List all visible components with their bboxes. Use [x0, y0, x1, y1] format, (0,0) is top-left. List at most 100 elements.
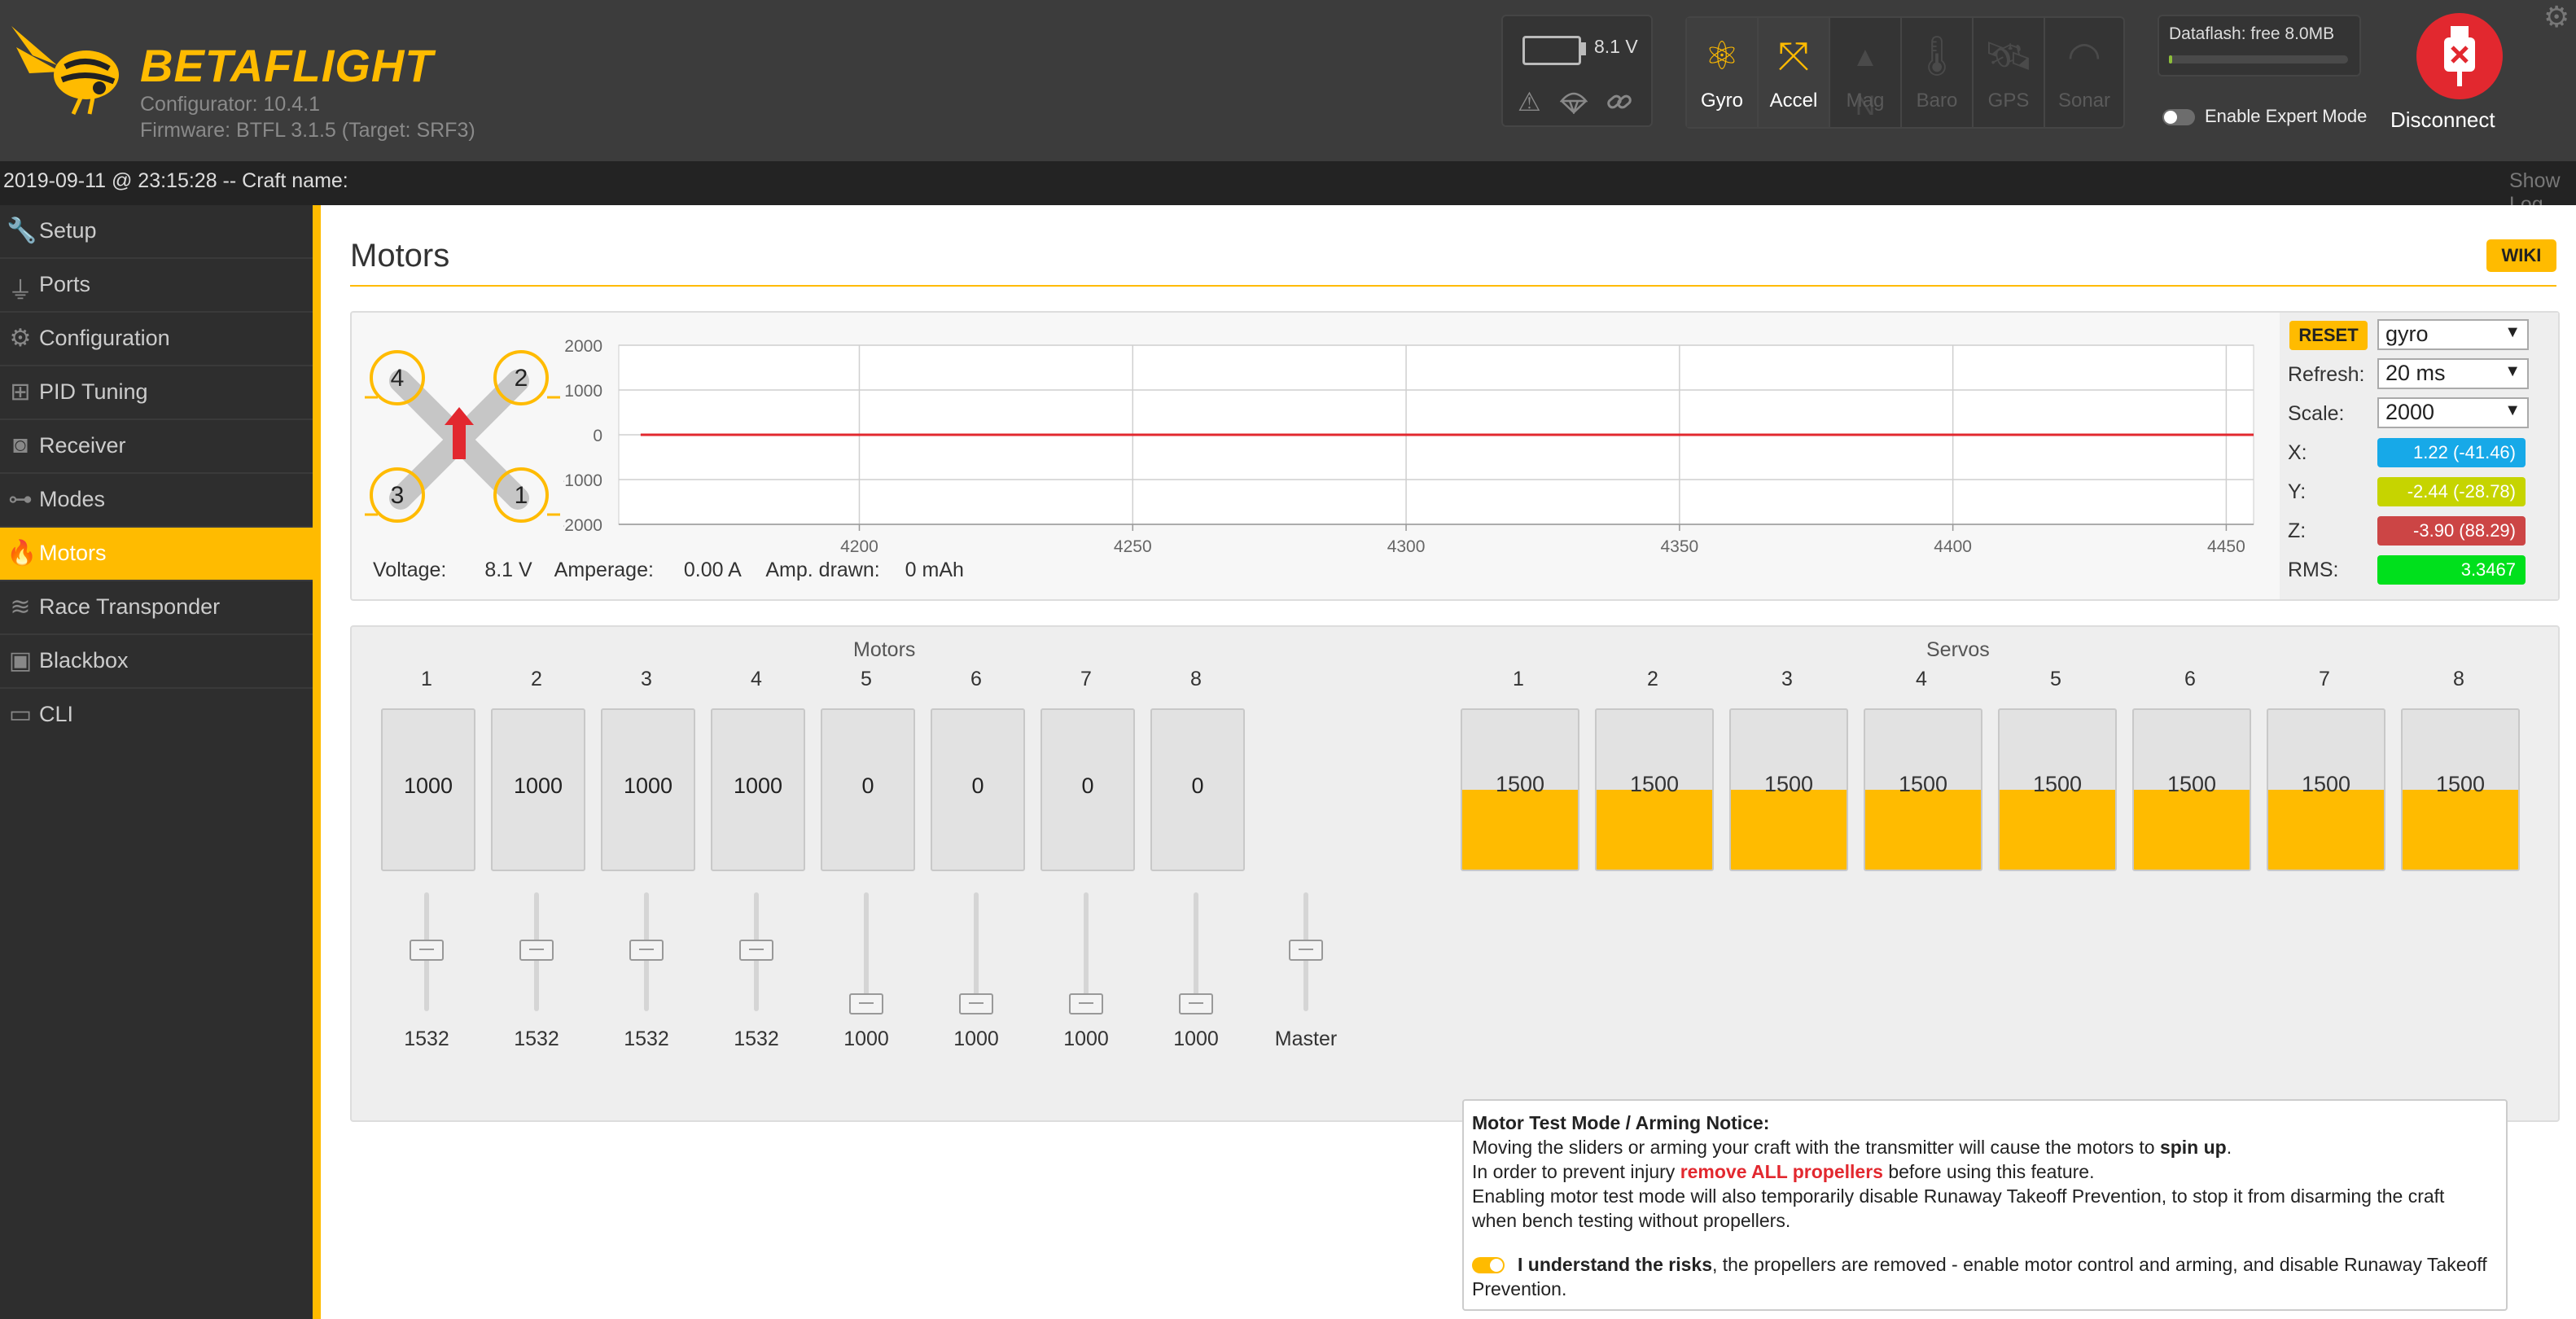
- reset-button[interactable]: RESET: [2289, 321, 2368, 350]
- motor-slider-thumb[interactable]: [849, 993, 883, 1014]
- dataflash-label: Dataflash: free 8.0MB: [2169, 24, 2335, 43]
- motor-slider-value: 1532: [514, 1028, 559, 1050]
- chevron-down-icon: ▼: [2504, 362, 2521, 380]
- x-axis-value: 1.22 (-41.46): [2377, 438, 2526, 467]
- sidebar-item-configuration[interactable]: ⚙ Configuration: [0, 313, 313, 366]
- motor-test-mode-toggle[interactable]: [1472, 1257, 1505, 1273]
- motor-slider-value: 1000: [1173, 1028, 1219, 1050]
- sidebar-item-pid-tuning[interactable]: ⊞ PID Tuning: [0, 366, 313, 420]
- servo-output-box: 1500: [1729, 708, 1848, 871]
- sensor-sonar: ◠ Sonar: [2045, 18, 2123, 127]
- sensor-baro: 🌡 Baro: [1902, 18, 1974, 127]
- servo-output-box: 1500: [2267, 708, 2385, 871]
- status-bar: 2019-09-11 @ 23:15:28 -- Craft name: Sho…: [0, 161, 2576, 216]
- servo-output-value: 1500: [1763, 772, 1814, 796]
- refresh-select[interactable]: 20 ms ▼: [2377, 358, 2529, 389]
- motor-slider[interactable]: [1194, 892, 1198, 1011]
- servo-output-fill: [1865, 790, 1981, 870]
- sidebar-item-label: PID Tuning: [39, 379, 148, 404]
- amperage-label: Amperage:: [554, 559, 654, 581]
- graph-controls: RESET gyro ▼ Refresh: 20 ms ▼ Scale: 200…: [2280, 313, 2558, 599]
- wiki-button[interactable]: WIKI: [2486, 239, 2556, 272]
- amp-drawn-label: Amp. drawn:: [765, 559, 880, 581]
- notice-acknowledge-text: I understand the risks, the propellers a…: [1518, 1254, 2487, 1275]
- motor-slider[interactable]: [864, 892, 869, 1011]
- sidebar-item-cli[interactable]: ▭ CLI: [0, 689, 313, 741]
- sensor-gyro: ⚛ Gyro: [1687, 18, 1759, 127]
- motor-output-value: 0: [861, 773, 874, 798]
- sidebar-item-race-transponder[interactable]: ≋ Race Transponder: [0, 581, 313, 635]
- sitemap-icon: ⊞: [10, 379, 31, 405]
- motor-number: 2: [531, 668, 542, 690]
- motor-output-box: 1000: [601, 708, 695, 871]
- sidebar-item-label: Race Transponder: [39, 594, 221, 619]
- amp-drawn-value: 0 mAh: [905, 559, 964, 581]
- motor-output-value: 1000: [733, 773, 783, 798]
- receiver-icon: ◙: [12, 432, 28, 458]
- chart-x-tick-label: 4300: [1387, 537, 1426, 556]
- notice-line-2: In order to prevent injury remove ALL pr…: [1472, 1161, 2095, 1182]
- servo-output-fill: [1597, 790, 1712, 870]
- motor-slider-thumb[interactable]: [959, 993, 993, 1014]
- motor-slider-value: 1532: [624, 1028, 669, 1050]
- motor-slider[interactable]: [974, 892, 979, 1011]
- motor-slider-thumb[interactable]: [739, 940, 773, 962]
- sidebar-item-ports[interactable]: ⏚ Ports: [0, 259, 313, 313]
- motor-number: 6: [970, 668, 982, 690]
- rms-label: RMS:: [2288, 559, 2339, 581]
- motor-output-value: 0: [1081, 773, 1094, 798]
- z-axis-value: -3.90 (88.29): [2377, 516, 2526, 546]
- sidebar-item-modes[interactable]: ⊶ Modes: [0, 474, 313, 528]
- motor-slider[interactable]: [1084, 892, 1089, 1011]
- chart-x-tick-label: 4350: [1660, 537, 1698, 556]
- servos-section-title: Servos: [1926, 638, 1990, 661]
- sidebar-item-label: CLI: [39, 702, 74, 726]
- expert-mode-toggle[interactable]: [2162, 109, 2195, 125]
- motor-slider-thumb[interactable]: [1069, 993, 1103, 1014]
- scale-label: Scale:: [2288, 402, 2345, 425]
- servo-output-fill: [2000, 790, 2115, 870]
- scale-select[interactable]: 2000 ▼: [2377, 397, 2529, 428]
- sidebar-item-label: Modes: [39, 487, 106, 511]
- sensor-select-value: gyro: [2385, 322, 2429, 346]
- motor-slider-value: 1000: [843, 1028, 889, 1050]
- settings-gear-icon[interactable]: ⚙: [2543, 0, 2570, 33]
- servo-output-box: 1500: [1998, 708, 2117, 871]
- motor-output-value: 1000: [403, 773, 453, 798]
- content-accent-edge: [313, 205, 321, 1319]
- quad-motor-label: 2: [515, 365, 528, 392]
- chart-x-tick-label: 4400: [1934, 537, 1972, 556]
- master-slider-thumb[interactable]: [1289, 940, 1323, 962]
- chart-y-tick-label: 1000: [564, 382, 602, 401]
- motor-slider-thumb[interactable]: [410, 940, 444, 962]
- sensor-gps-label: GPS: [1987, 90, 2030, 112]
- disconnect-button[interactable]: [2416, 13, 2503, 99]
- sidebar-item-receiver[interactable]: ◙ Receiver: [0, 420, 313, 474]
- notice-title: Motor Test Mode / Arming Notice:: [1472, 1112, 1770, 1133]
- sensor-baro-label: Baro: [1916, 90, 1958, 112]
- sensor-select[interactable]: gyro ▼: [2377, 319, 2529, 350]
- motor-slider-thumb[interactable]: [519, 940, 554, 962]
- voltage-value: 8.1 V: [484, 559, 532, 581]
- motor-slider-thumb[interactable]: [1179, 993, 1213, 1014]
- servo-output-box: 1500: [1461, 708, 1579, 871]
- craft-status-text: 2019-09-11 @ 23:15:28 -- Craft name:: [3, 169, 348, 192]
- motor-slider-thumb[interactable]: [629, 940, 664, 962]
- motor-test-mode-toggle-knob: [1490, 1259, 1503, 1272]
- battery-tip: [1581, 42, 1586, 55]
- flame-icon: 🔥: [7, 540, 37, 567]
- sensor-sonar-label: Sonar: [2057, 90, 2111, 112]
- servo-number: 3: [1781, 668, 1793, 690]
- blackbox-icon: ▣: [8, 647, 33, 674]
- servo-number: 5: [2050, 668, 2061, 690]
- dataflash-usage-fill: [2169, 55, 2172, 64]
- motor-number: 4: [751, 668, 762, 690]
- chart-x-tick-label: 4250: [1114, 537, 1152, 556]
- servo-output-fill: [1731, 790, 1847, 870]
- chart-x-tick-label: 4450: [2207, 537, 2245, 556]
- sidebar-item-label: Configuration: [39, 326, 170, 350]
- sidebar-item-motors[interactable]: 🔥 Motors: [0, 528, 313, 581]
- sidebar-item-blackbox[interactable]: ▣ Blackbox: [0, 635, 313, 689]
- configurator-version: Configurator: 10.4.1: [140, 93, 320, 116]
- sidebar-item-setup[interactable]: 🔧 Setup: [0, 205, 313, 259]
